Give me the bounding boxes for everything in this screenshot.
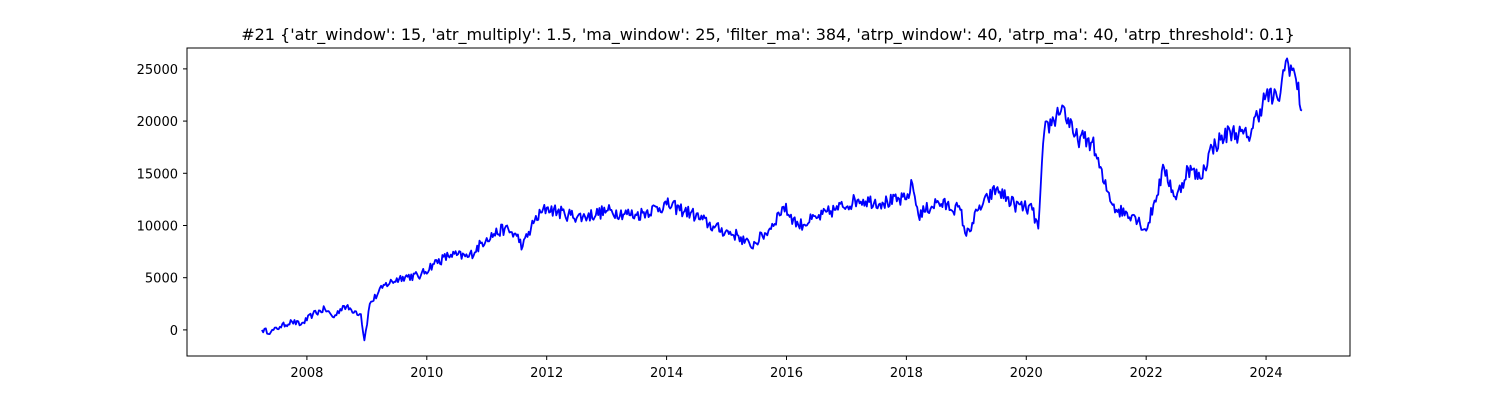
x-tick-label: 2010 bbox=[410, 366, 443, 381]
x-tick-label: 2016 bbox=[770, 366, 803, 381]
series-layer bbox=[261, 57, 1303, 342]
x-tick-label: 2014 bbox=[650, 366, 683, 381]
x-tick-label: 2020 bbox=[1010, 366, 1043, 381]
y-tick-label: 25000 bbox=[137, 63, 178, 78]
y-tick-label: 15000 bbox=[137, 167, 178, 182]
chart-title: #21 {'atr_window': 15, 'atr_multiply': 1… bbox=[241, 25, 1295, 45]
x-tick-label: 2024 bbox=[1250, 366, 1283, 381]
equity-series-line bbox=[261, 57, 1303, 342]
plot-frame bbox=[186, 47, 1351, 357]
y-tick-label: 5000 bbox=[145, 272, 178, 287]
y-tick-label: 10000 bbox=[137, 219, 178, 234]
y-tick-label: 0 bbox=[170, 324, 178, 339]
x-tick-label: 2022 bbox=[1130, 366, 1163, 381]
x-tick-label: 2008 bbox=[290, 366, 323, 381]
x-tick-label: 2012 bbox=[530, 366, 563, 381]
x-axis: 2008 2010 2012 2014 2016 2018 2020 2022 2024 bbox=[290, 356, 1283, 381]
x-tick-label: 2018 bbox=[890, 366, 923, 381]
y-axis: 0 5000 10000 15000 20000 25000 bbox=[137, 63, 187, 339]
y-tick-label: 20000 bbox=[137, 115, 178, 130]
